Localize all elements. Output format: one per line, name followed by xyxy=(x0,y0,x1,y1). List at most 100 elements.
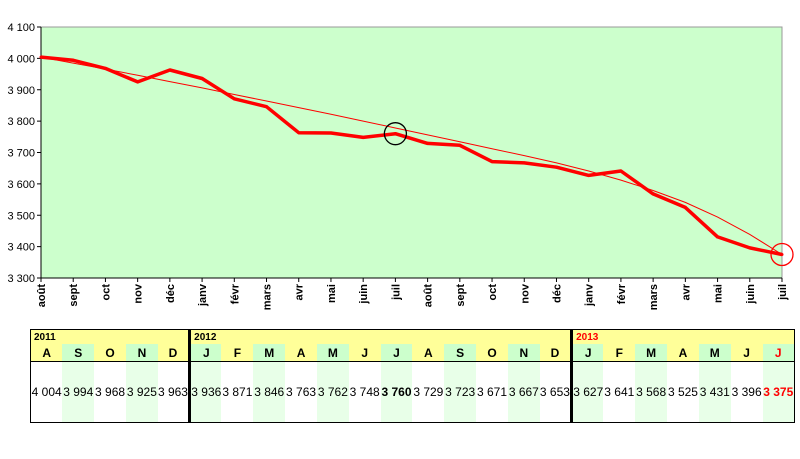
value-cell: 3 729 xyxy=(412,361,445,423)
data-point xyxy=(522,161,526,165)
x-tick-label: mars xyxy=(262,284,274,310)
month-cell: J xyxy=(570,344,604,362)
x-axis: août sept oct nov déc janv févr mars avr mai juin j… xyxy=(36,277,789,310)
x-tick-label: oct xyxy=(100,284,112,301)
data-point xyxy=(716,235,720,239)
data-point xyxy=(426,141,430,145)
data-point xyxy=(329,131,333,135)
month-cell: S xyxy=(444,344,477,362)
month-cell: J xyxy=(762,344,795,362)
x-tick-label: mai xyxy=(326,284,338,303)
x-tick-label: oct xyxy=(487,284,499,301)
month-cell: A xyxy=(30,344,63,362)
data-point xyxy=(619,169,623,173)
data-point xyxy=(71,58,75,62)
year-label-2011: 2011 xyxy=(29,329,190,344)
month-cell: M xyxy=(253,344,286,362)
y-tick-label: 3 900 xyxy=(7,85,35,97)
value-cell: 3 627 xyxy=(570,361,604,423)
series-line xyxy=(40,55,783,257)
value-cell: 3 568 xyxy=(635,361,668,423)
y-tick-label: 3 400 xyxy=(7,242,35,254)
x-tick-label: févr xyxy=(616,283,628,304)
x-tick-label: juin xyxy=(358,284,370,305)
line-chart: 3 300 3 400 3 500 3 600 3 700 3 800 3 900 4 000… xyxy=(7,22,794,310)
x-tick-label: févr xyxy=(229,283,241,304)
data-point xyxy=(780,252,784,256)
x-tick-label: août xyxy=(423,284,435,308)
value-cell: 3 963 xyxy=(157,361,190,423)
month-cell: J xyxy=(730,344,763,362)
year-label-2013: 2013 xyxy=(570,329,795,344)
highlight-circle xyxy=(770,242,794,267)
month-cell: F xyxy=(603,344,636,362)
month-cell: A xyxy=(667,344,699,362)
x-tick-label: janv xyxy=(584,283,596,307)
data-point xyxy=(554,165,558,169)
data-point xyxy=(200,76,204,80)
y-tick-label: 3 500 xyxy=(7,210,35,222)
x-tick-label: déc xyxy=(551,284,563,303)
value-cell: 3 968 xyxy=(94,361,126,423)
data-point xyxy=(103,66,107,70)
x-tick-label: août xyxy=(36,284,48,308)
y-axis: 3 300 3 400 3 500 3 600 3 700 3 800 3 900 4 000… xyxy=(7,22,42,285)
y-tick-label: 3 600 xyxy=(7,179,35,191)
x-tick-label: mai xyxy=(713,284,725,303)
trend-line xyxy=(40,56,783,255)
value-cell: 4 004 xyxy=(30,361,63,423)
y-tick-label: 3 800 xyxy=(7,116,35,128)
value-cell: 3 994 xyxy=(62,361,95,423)
x-tick-label: janv xyxy=(197,283,209,307)
data-point xyxy=(265,105,269,109)
x-tick-label: mars xyxy=(648,284,660,310)
x-tick-label: sept xyxy=(455,284,467,307)
month-cell: M xyxy=(635,344,668,362)
data-point xyxy=(39,55,43,59)
x-tick-label: nov xyxy=(519,283,531,303)
value-row: 4 004 3 994 3 968 3 925 3 963 3 936 3 871 3 846… xyxy=(30,361,795,423)
x-tick-label: avr xyxy=(294,283,306,300)
month-cell: D xyxy=(157,344,190,362)
data-point xyxy=(232,97,236,101)
value-cell: 3 936 xyxy=(188,361,222,423)
x-tick-label: sept xyxy=(68,284,80,307)
data-point xyxy=(297,131,301,135)
y-tick-label: 3 700 xyxy=(7,148,35,160)
series-layer xyxy=(39,55,794,267)
month-cell: M xyxy=(316,344,349,362)
x-tick-label: nov xyxy=(133,283,145,303)
value-cell: 3 748 xyxy=(348,361,381,423)
data-point xyxy=(361,135,365,139)
data-point xyxy=(136,80,140,84)
x-tick-label: déc xyxy=(165,284,177,303)
value-cell: 3 762 xyxy=(316,361,349,423)
data-point xyxy=(748,246,752,250)
month-cell: J xyxy=(188,344,222,362)
month-cell: O xyxy=(94,344,126,362)
data-point xyxy=(651,192,655,196)
value-cell: 3 667 xyxy=(507,361,540,423)
month-cell: S xyxy=(62,344,95,362)
y-tick-label: 3 300 xyxy=(7,273,35,285)
value-cell: 3 641 xyxy=(603,361,636,423)
value-cell: 3 375 xyxy=(762,361,795,423)
value-cell: 3 671 xyxy=(476,361,508,423)
x-tick-label: avr xyxy=(680,283,692,300)
year-row: 2011 2012 2013 xyxy=(29,329,795,344)
value-cell: 3 653 xyxy=(539,361,572,423)
value-cell: 3 871 xyxy=(221,361,254,423)
month-cell: D xyxy=(539,344,572,362)
month-cell: A xyxy=(412,344,445,362)
data-point xyxy=(587,173,591,177)
value-cell: 3 723 xyxy=(444,361,477,423)
y-tick-label: 4 000 xyxy=(7,53,35,65)
month-cell: N xyxy=(507,344,540,362)
data-point xyxy=(458,143,462,147)
month-cell: A xyxy=(285,344,317,362)
month-cell: N xyxy=(125,344,158,362)
data-point xyxy=(490,160,494,164)
value-cell: 3 846 xyxy=(253,361,286,423)
month-cell: F xyxy=(221,344,254,362)
